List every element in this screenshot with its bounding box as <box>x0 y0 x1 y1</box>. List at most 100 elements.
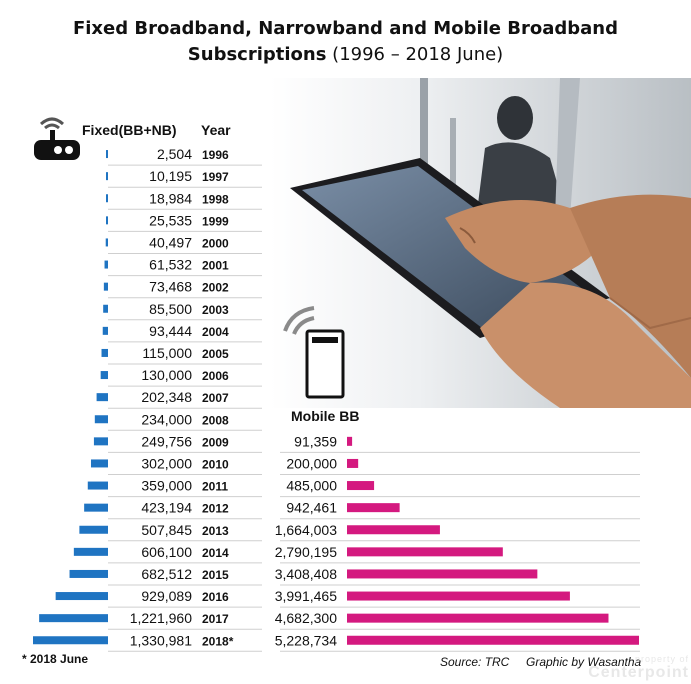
mobile-value-label: 91,359 <box>294 433 337 449</box>
mobile-value-label: 3,408,408 <box>275 566 337 582</box>
mobile-bar <box>347 635 639 645</box>
mobile-value-label: 4,682,300 <box>275 610 337 626</box>
fixed-value-label: 234,000 <box>141 411 192 427</box>
fixed-bar <box>103 282 108 291</box>
year-tick-label: 2012 <box>202 502 229 516</box>
chart-title-line1: Fixed Broadband, Narrowband and Mobile B… <box>72 18 619 39</box>
fixed-value-label: 61,532 <box>149 257 192 273</box>
mobile-value-label: 1,664,003 <box>275 522 337 538</box>
chart-title-line2: Subscriptions (1996 – 2018 June) <box>0 42 691 68</box>
chart-title-bold: Subscriptions <box>187 44 327 65</box>
fixed-header: Fixed(BB+NB) <box>82 122 177 138</box>
fixed-bar <box>55 592 108 601</box>
fixed-value-label: 359,000 <box>141 478 192 494</box>
mobile-value-label: 485,000 <box>286 478 337 494</box>
year-tick-label: 2000 <box>202 236 229 250</box>
fixed-value-label: 85,500 <box>149 301 192 317</box>
fixed-bar <box>103 304 108 313</box>
router-wifi-icon <box>34 117 80 160</box>
mobile-bar <box>347 436 353 446</box>
year-header: Year <box>201 122 231 138</box>
fixed-bar <box>87 481 108 490</box>
year-tick-label: 1999 <box>202 214 229 228</box>
fixed-value-label: 249,756 <box>141 433 192 449</box>
watermark-main: Centerpoint <box>588 664 689 681</box>
mobile-value-label: 2,790,195 <box>275 544 337 560</box>
mobile-value-label: 200,000 <box>286 455 337 471</box>
watermark: property of Centerpoint <box>588 654 689 682</box>
fixed-bar <box>106 194 108 203</box>
fixed-bar <box>69 569 108 578</box>
fixed-bar <box>102 326 108 335</box>
year-tick-label: 1996 <box>202 148 229 162</box>
mobile-bar <box>347 503 400 513</box>
graphic-credit: Graphic by Wasantha <box>526 655 642 669</box>
mobile-phone-signal-icon <box>283 306 345 399</box>
mobile-bar <box>347 591 570 601</box>
fixed-value-label: 929,089 <box>141 588 192 604</box>
fixed-value-label: 93,444 <box>149 323 192 339</box>
mobile-value-label: 942,461 <box>286 500 337 516</box>
year-tick-label: 2018* <box>202 634 234 648</box>
year-tick-label: 1997 <box>202 170 229 184</box>
year-tick-label: 2015 <box>202 568 229 582</box>
fixed-bar <box>106 150 108 159</box>
year-tick-label: 1998 <box>202 192 229 206</box>
footnote: * 2018 June <box>22 652 89 666</box>
fixed-value-label: 10,195 <box>149 168 192 184</box>
chart-title-years: (1996 – 2018 June) <box>326 44 504 65</box>
mobile-value-label: 5,228,734 <box>275 632 337 648</box>
fixed-bar <box>100 371 108 380</box>
year-tick-label: 2011 <box>202 480 228 494</box>
year-tick-label: 2014 <box>202 546 229 560</box>
fixed-value-label: 115,000 <box>142 345 192 361</box>
tablet-hand-illustration <box>270 78 691 408</box>
mobile-bar <box>347 547 503 557</box>
mobile-header: Mobile BB <box>291 408 360 424</box>
fixed-value-label: 682,512 <box>141 566 192 582</box>
fixed-bar <box>84 503 108 512</box>
fixed-bar <box>39 614 109 623</box>
year-tick-label: 2007 <box>202 391 229 405</box>
fixed-value-label: 18,984 <box>149 190 192 206</box>
mobile-bar <box>347 525 440 535</box>
fixed-bar <box>106 172 108 181</box>
fixed-bar <box>104 260 108 269</box>
fixed-value-label: 606,100 <box>141 544 192 560</box>
mobile-value-label: 3,991,465 <box>275 588 337 604</box>
fixed-bar <box>105 238 108 247</box>
chart-title: Fixed Broadband, Narrowband and Mobile B… <box>0 16 691 68</box>
year-tick-label: 2016 <box>202 590 229 604</box>
fixed-bar <box>101 348 108 357</box>
year-tick-label: 2009 <box>202 435 229 449</box>
fixed-value-label: 25,535 <box>149 212 192 228</box>
mobile-bar <box>347 458 359 468</box>
mobile-bar <box>347 569 538 579</box>
fixed-bar <box>96 393 108 402</box>
tablet-hand-photo <box>270 78 691 408</box>
mobile-bar <box>347 613 609 623</box>
year-tick-label: 2002 <box>202 281 229 295</box>
fixed-value-label: 507,845 <box>141 522 192 538</box>
year-tick-label: 2013 <box>202 524 229 538</box>
fixed-value-label: 423,194 <box>141 500 192 516</box>
fixed-value-label: 202,348 <box>141 389 192 405</box>
fixed-bar <box>33 636 108 645</box>
year-tick-label: 2004 <box>202 325 229 339</box>
source-note: Source: TRC <box>440 655 510 669</box>
year-tick-label: 2005 <box>202 347 229 361</box>
fixed-value-label: 73,468 <box>149 279 192 295</box>
year-tick-label: 2008 <box>202 413 229 427</box>
year-tick-label: 2017 <box>202 612 229 626</box>
year-tick-label: 2010 <box>202 457 229 471</box>
fixed-value-label: 1,330,981 <box>130 632 192 648</box>
fixed-bar <box>94 415 108 424</box>
fixed-value-label: 130,000 <box>141 367 192 383</box>
fixed-value-label: 1,221,960 <box>130 610 192 626</box>
fixed-bar <box>90 459 108 468</box>
fixed-value-label: 40,497 <box>149 234 192 250</box>
fixed-bar <box>79 525 108 534</box>
mobile-bar <box>347 481 375 491</box>
year-tick-label: 2006 <box>202 369 229 383</box>
